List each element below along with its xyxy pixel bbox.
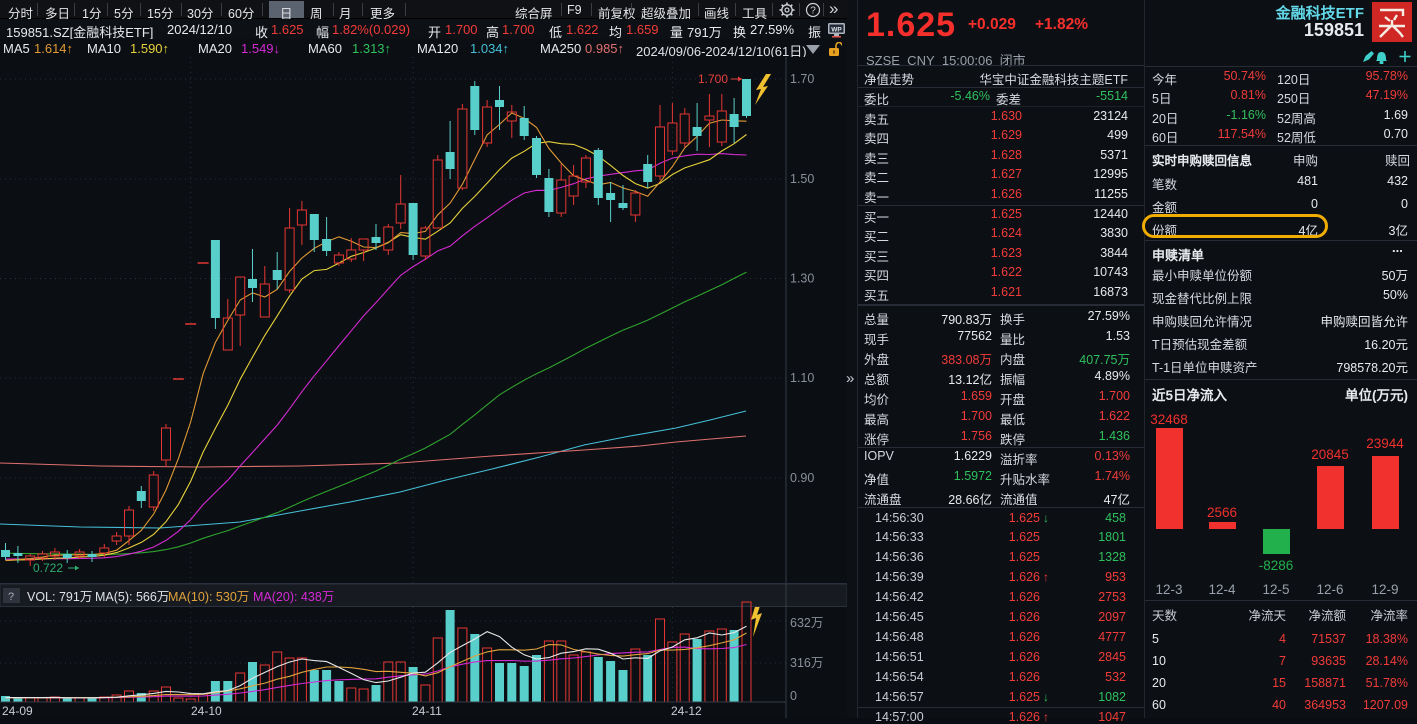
svg-text:632万: 632万 [790,616,823,630]
svg-text:?: ? [810,6,816,17]
svg-text:WP: WP [831,27,842,34]
svg-text:-8286: -8286 [1259,558,1294,573]
svg-text:0.722: 0.722 [33,561,63,575]
svg-text:MA(20): 438万: MA(20): 438万 [253,590,334,604]
svg-text:1.10: 1.10 [790,371,814,385]
svg-text:12-9: 12-9 [1371,582,1398,597]
svg-text:12-6: 12-6 [1316,582,1343,597]
svg-text:1.30: 1.30 [790,272,814,286]
svg-text:0: 0 [790,689,797,703]
svg-text:12-5: 12-5 [1262,582,1289,597]
svg-text:24-09: 24-09 [2,704,33,718]
svg-text:316万: 316万 [790,656,823,670]
svg-text:20845: 20845 [1311,447,1349,462]
svg-text:1.70: 1.70 [790,72,814,86]
svg-text:12-3: 12-3 [1155,582,1182,597]
svg-text:12-4: 12-4 [1208,582,1236,597]
svg-text:?: ? [8,591,14,603]
svg-text:1.50: 1.50 [790,172,814,186]
svg-text:24-12: 24-12 [671,704,702,718]
svg-text:MA(5): 566万: MA(5): 566万 [95,590,169,604]
svg-text:VOL: 791万: VOL: 791万 [27,590,92,604]
svg-text:0.90: 0.90 [790,471,814,485]
svg-text:1.700: 1.700 [698,72,728,86]
svg-text:MA(10): 530万: MA(10): 530万 [168,590,249,604]
svg-text:32468: 32468 [1150,412,1188,427]
svg-text:23944: 23944 [1366,436,1404,451]
svg-text:2566: 2566 [1207,505,1237,520]
svg-text:24-10: 24-10 [191,704,222,718]
svg-text:24-11: 24-11 [412,704,442,718]
